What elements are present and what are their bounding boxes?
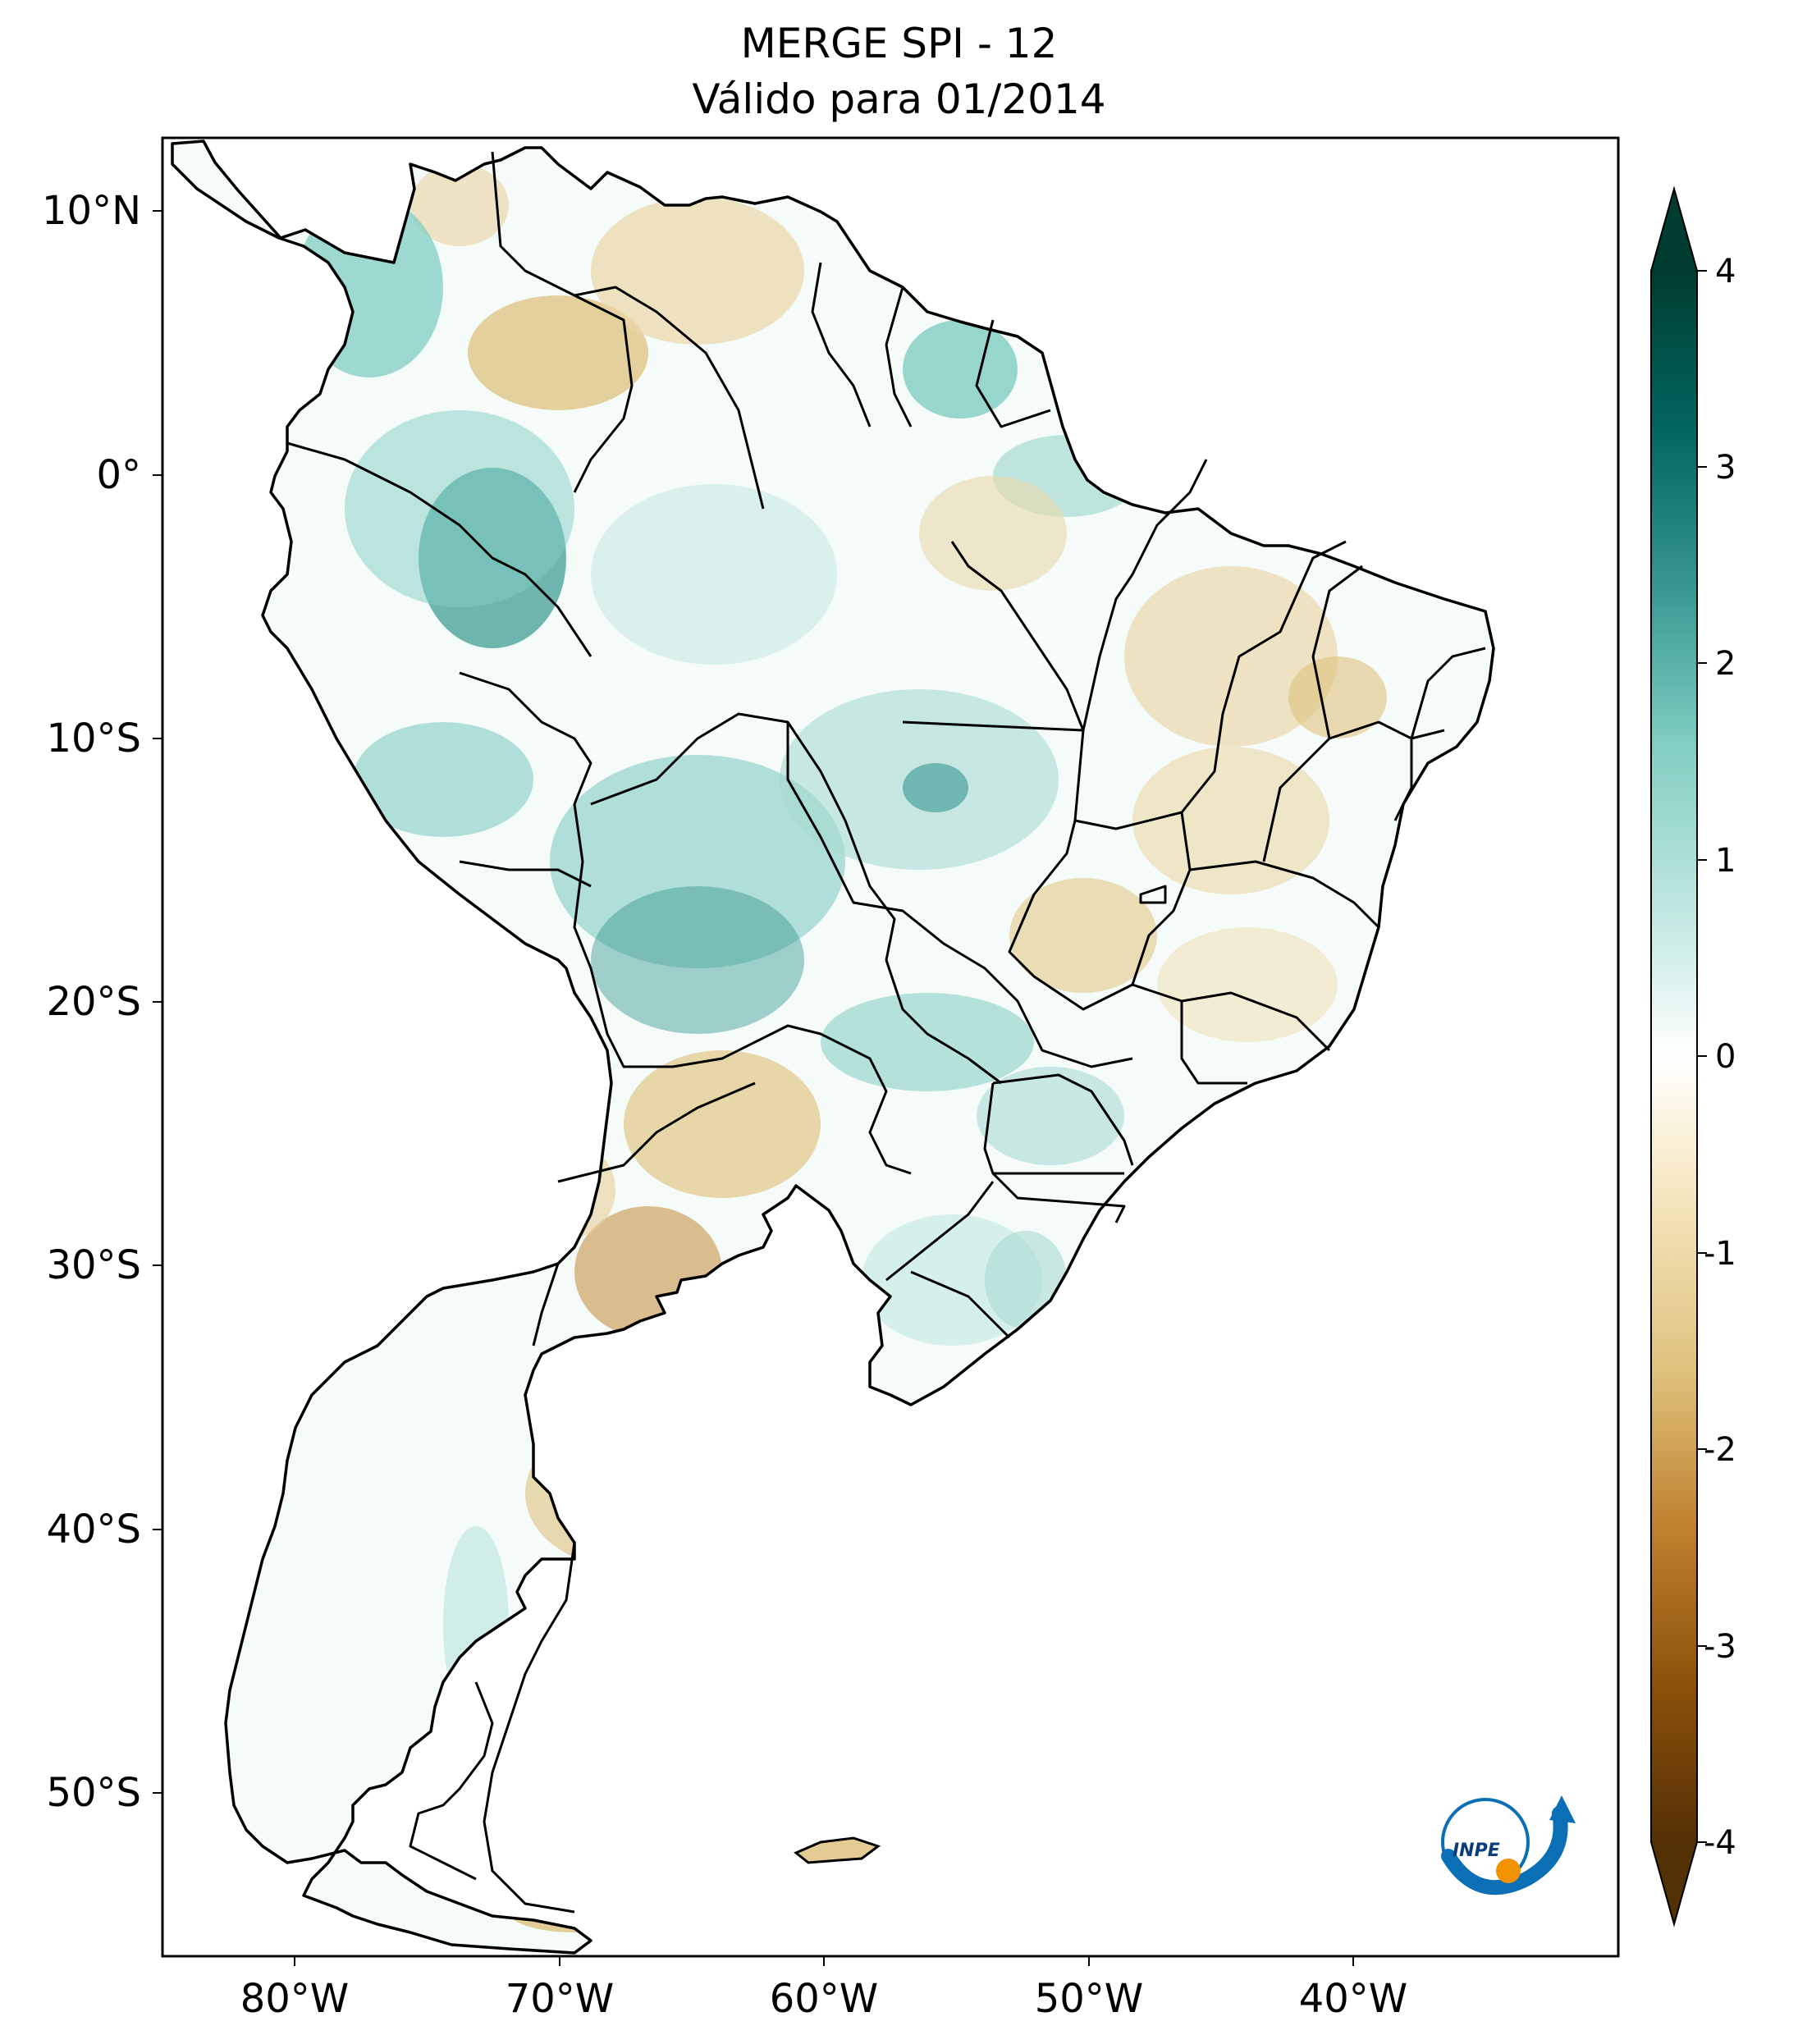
lat-tick-label: 50°S: [46, 1770, 141, 1816]
colorbar-extend-min: [1651, 1842, 1697, 1924]
lon-tick-label: 80°W: [240, 1976, 350, 2022]
colorbar-tick-label: -1: [1704, 1235, 1736, 1273]
colorbar-tick-label: 0: [1715, 1038, 1736, 1076]
lat-tick-label: 20°S: [46, 979, 141, 1025]
falkland-islands: [794, 1836, 881, 1864]
colorbar-tick-label: 3: [1715, 449, 1736, 487]
colorbar-tick-label: -4: [1704, 1824, 1736, 1862]
colorbar-tick-label: 2: [1715, 645, 1736, 683]
inpe-logo: INPE: [1441, 1795, 1576, 1895]
colorbar-extend-max: [1651, 189, 1697, 271]
lon-tick-label: 70°W: [506, 1976, 615, 2022]
colorbar-gradient: [1651, 271, 1697, 1842]
colorbar-tick-label: -2: [1704, 1431, 1736, 1469]
political-borders: [286, 151, 1486, 1914]
longitude-axis: 80°W 70°W 60°W 50°W 40°W: [240, 1956, 1408, 2022]
colorbar-tick-label: -3: [1704, 1628, 1736, 1666]
lat-tick-label: 10°S: [46, 716, 141, 761]
map-title: MERGE SPI - 12: [740, 20, 1058, 67]
colorbar: 4 3 2 1 0 -1 -2 -3 -4: [1650, 185, 1736, 1927]
inpe-logo-text: INPE: [1453, 1841, 1500, 1861]
colorbar-tick-label: 4: [1715, 253, 1736, 290]
lat-tick-label: 30°S: [46, 1242, 141, 1288]
lon-tick-label: 60°W: [770, 1976, 879, 2022]
map-frame: [161, 136, 1620, 1958]
colorbar-tick-label: 1: [1715, 842, 1736, 880]
lat-tick-label: 0°: [96, 452, 141, 498]
lat-tick-label: 40°S: [46, 1507, 141, 1552]
map-subtitle: Válido para 01/2014: [692, 75, 1106, 123]
lon-tick-label: 50°W: [1035, 1976, 1144, 2022]
lat-tick-label: 10°N: [42, 188, 141, 234]
lon-tick-label: 40°W: [1299, 1976, 1408, 2022]
latitude-axis: 10°N 0° 10°S 20°S 30°S 40°S 50°S: [42, 188, 162, 1816]
inpe-logo-dot: [1496, 1859, 1521, 1883]
